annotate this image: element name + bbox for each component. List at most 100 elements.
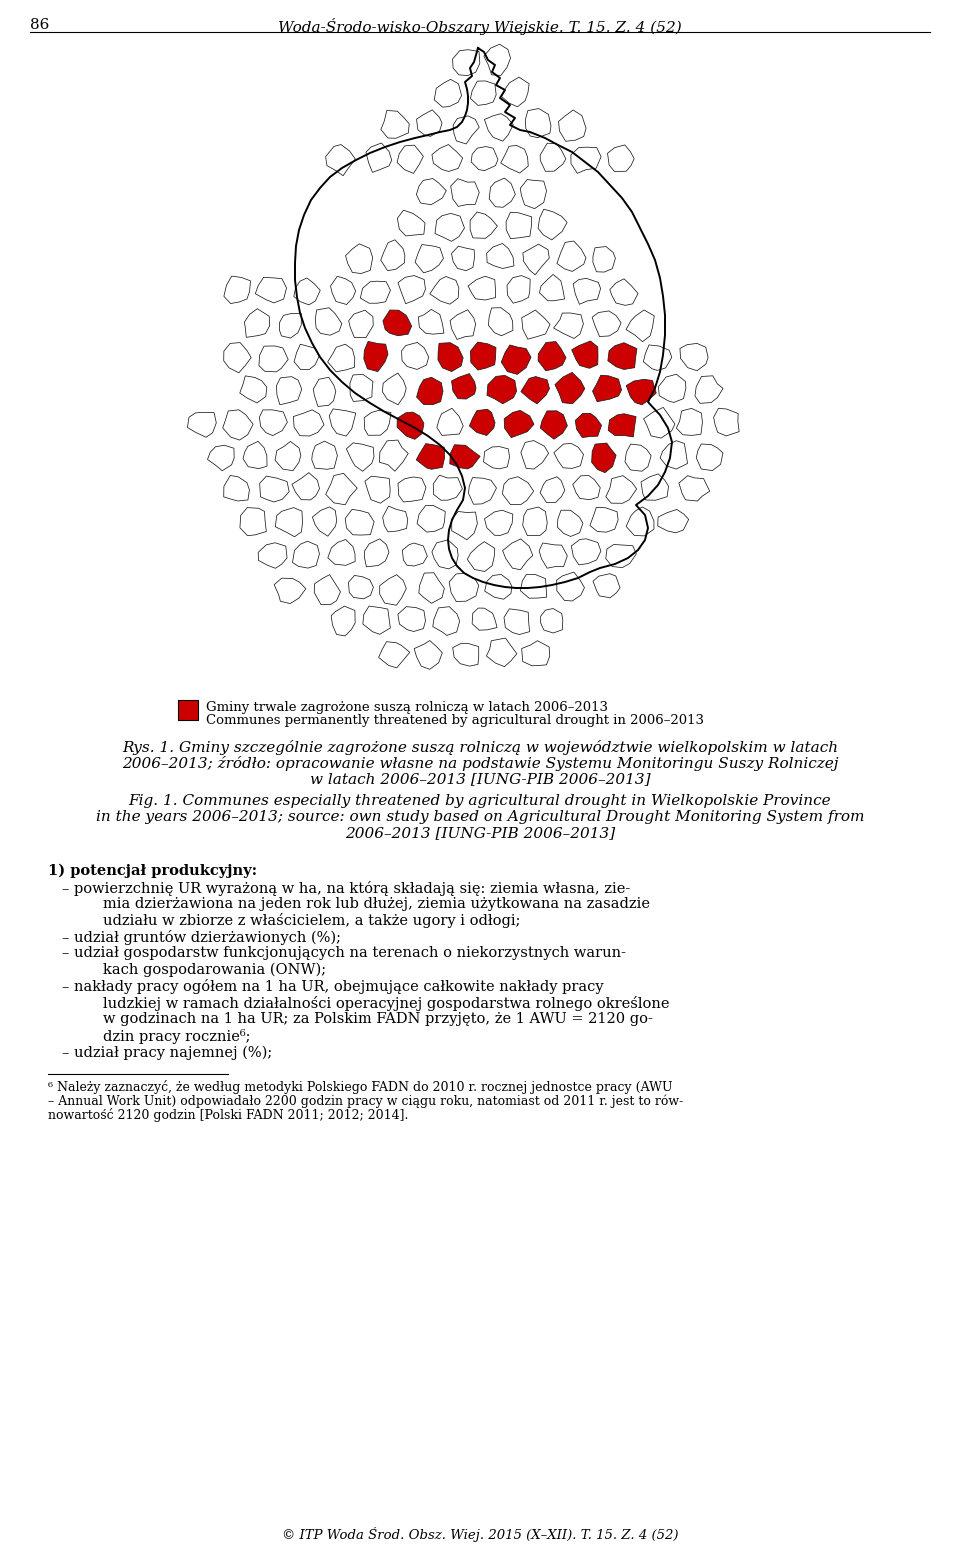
Polygon shape <box>573 278 601 304</box>
Polygon shape <box>449 573 479 602</box>
Polygon shape <box>433 607 460 636</box>
Polygon shape <box>275 442 300 471</box>
Polygon shape <box>433 476 463 500</box>
Polygon shape <box>313 377 336 406</box>
Polygon shape <box>452 49 480 76</box>
Text: Communes permanently threatened by agricultural drought in 2006–2013: Communes permanently threatened by agric… <box>206 713 704 727</box>
Polygon shape <box>383 310 412 335</box>
Polygon shape <box>348 310 373 338</box>
Polygon shape <box>608 145 635 171</box>
Text: Gminy trwale zagrożone suszą rolniczą w latach 2006–2013: Gminy trwale zagrożone suszą rolniczą w … <box>206 701 608 713</box>
Text: in the years 2006–2013; source: own study based on Agricultural Drought Monitori: in the years 2006–2013; source: own stud… <box>96 811 864 824</box>
Polygon shape <box>487 638 516 667</box>
Polygon shape <box>540 411 567 438</box>
Polygon shape <box>695 375 723 403</box>
Polygon shape <box>414 641 443 669</box>
Polygon shape <box>680 343 708 371</box>
Polygon shape <box>243 442 267 469</box>
Polygon shape <box>521 310 550 340</box>
Polygon shape <box>571 341 598 369</box>
Polygon shape <box>417 505 445 533</box>
Polygon shape <box>279 313 301 338</box>
Polygon shape <box>490 178 516 207</box>
Polygon shape <box>380 574 406 605</box>
Polygon shape <box>470 343 496 371</box>
Polygon shape <box>434 79 462 107</box>
Polygon shape <box>538 208 567 239</box>
Polygon shape <box>432 540 458 568</box>
Polygon shape <box>451 245 474 270</box>
Text: 2006–2013; źródło: opracowanie własne na podstawie Systemu Monitoringu Suszy Rol: 2006–2013; źródło: opracowanie własne na… <box>122 757 838 770</box>
Polygon shape <box>417 110 442 136</box>
Polygon shape <box>558 510 583 536</box>
Polygon shape <box>363 607 391 635</box>
Polygon shape <box>187 412 216 437</box>
Polygon shape <box>468 542 494 571</box>
Polygon shape <box>276 508 302 537</box>
Polygon shape <box>294 409 324 435</box>
Polygon shape <box>521 641 550 665</box>
Polygon shape <box>540 477 564 502</box>
Polygon shape <box>450 310 475 340</box>
Polygon shape <box>453 644 479 665</box>
Polygon shape <box>557 573 585 601</box>
Polygon shape <box>330 276 355 304</box>
Polygon shape <box>610 279 638 306</box>
Polygon shape <box>679 476 709 502</box>
Polygon shape <box>366 144 392 173</box>
Text: w godzinach na 1 ha UR; za Polskim FADN przyjęto, że 1 AWU = 2120 go-: w godzinach na 1 ha UR; za Polskim FADN … <box>103 1013 653 1027</box>
Polygon shape <box>325 474 357 505</box>
Polygon shape <box>275 577 306 604</box>
Polygon shape <box>364 411 391 435</box>
Polygon shape <box>437 408 463 435</box>
Polygon shape <box>469 409 495 435</box>
Polygon shape <box>522 506 547 536</box>
Polygon shape <box>484 45 511 76</box>
Polygon shape <box>507 275 530 303</box>
Polygon shape <box>625 445 651 471</box>
Polygon shape <box>312 506 337 536</box>
Polygon shape <box>609 414 636 437</box>
Polygon shape <box>293 542 320 568</box>
Polygon shape <box>643 408 675 438</box>
Polygon shape <box>468 477 496 505</box>
Polygon shape <box>502 77 529 107</box>
Polygon shape <box>592 310 621 337</box>
Polygon shape <box>606 476 636 503</box>
Text: – powierzchnię UR wyrażoną w ha, na którą składają się: ziemia własna, zie-: – powierzchnię UR wyrażoną w ha, na któr… <box>62 880 631 896</box>
Text: 86: 86 <box>30 19 49 32</box>
Polygon shape <box>643 344 672 371</box>
Polygon shape <box>523 244 549 275</box>
Polygon shape <box>346 510 374 536</box>
Polygon shape <box>502 477 534 505</box>
Polygon shape <box>540 275 564 301</box>
Text: – nakłady pracy ogółem na 1 ha UR, obejmujące całkowite nakłady pracy: – nakłady pracy ogółem na 1 ha UR, obejm… <box>62 979 604 994</box>
Polygon shape <box>559 110 586 141</box>
Polygon shape <box>365 539 389 567</box>
Polygon shape <box>398 477 426 502</box>
Polygon shape <box>224 476 250 500</box>
Polygon shape <box>451 374 476 398</box>
Polygon shape <box>554 443 584 468</box>
Polygon shape <box>397 412 424 440</box>
Polygon shape <box>540 543 567 568</box>
Polygon shape <box>224 343 252 372</box>
Polygon shape <box>259 476 289 502</box>
Polygon shape <box>487 244 514 269</box>
Polygon shape <box>365 476 390 503</box>
Polygon shape <box>641 474 668 500</box>
Polygon shape <box>575 414 602 437</box>
Polygon shape <box>430 276 459 304</box>
Polygon shape <box>327 344 355 372</box>
Polygon shape <box>331 607 355 636</box>
Polygon shape <box>401 343 429 369</box>
Polygon shape <box>571 539 601 565</box>
Polygon shape <box>501 145 528 173</box>
Polygon shape <box>521 440 548 469</box>
Polygon shape <box>540 608 563 633</box>
Polygon shape <box>658 510 688 533</box>
Polygon shape <box>259 346 288 372</box>
Polygon shape <box>347 443 374 471</box>
Polygon shape <box>415 244 444 273</box>
Polygon shape <box>557 241 586 272</box>
